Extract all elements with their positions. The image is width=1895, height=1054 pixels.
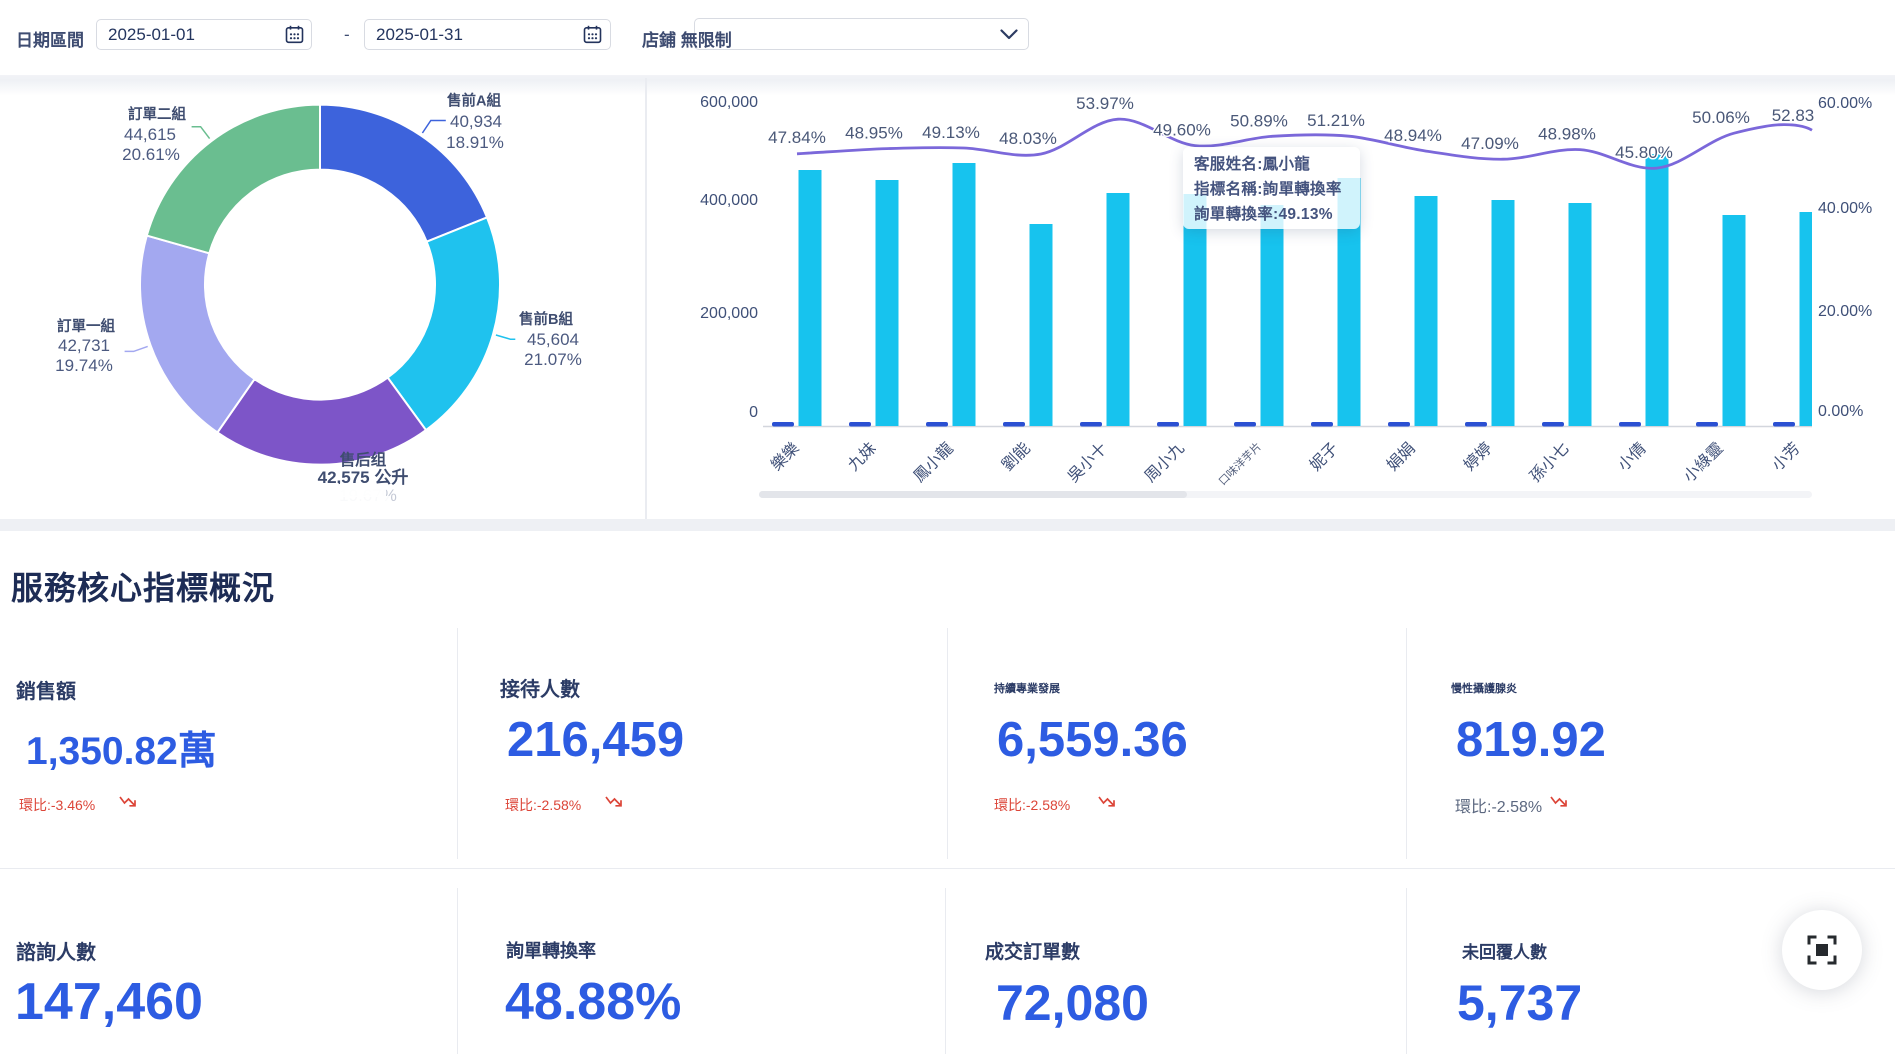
svg-text:50.89%: 50.89%: [1230, 111, 1288, 130]
svg-text:49.13%: 49.13%: [922, 123, 980, 142]
svg-text:劉能: 劉能: [998, 439, 1033, 474]
svg-text:九妹: 九妹: [844, 439, 879, 474]
svg-text:0: 0: [749, 404, 758, 421]
svg-text:樂樂: 樂樂: [767, 439, 802, 474]
svg-text:20.00%: 20.00%: [1818, 303, 1872, 320]
svg-text:48.03%: 48.03%: [999, 129, 1057, 148]
svg-text:周小九: 周小九: [1141, 439, 1188, 486]
svg-text:40.00%: 40.00%: [1818, 200, 1872, 217]
svg-text:52.83: 52.83: [1772, 106, 1815, 125]
svg-text:49.60%: 49.60%: [1153, 121, 1211, 140]
svg-text:婷婷: 婷婷: [1460, 439, 1495, 474]
svg-text:售前A組: 售前A組: [447, 92, 501, 110]
svg-text:400,000: 400,000: [700, 192, 758, 209]
svg-text:孫小七: 孫小七: [1526, 439, 1573, 486]
svg-text:42,731: 42,731: [58, 336, 110, 355]
svg-text:吳小十: 吳小十: [1064, 439, 1111, 486]
svg-text:60.00%: 60.00%: [1818, 95, 1872, 112]
svg-text:47.84%: 47.84%: [768, 128, 826, 147]
svg-text:售后组: 售后组: [340, 450, 387, 469]
svg-text:42,575 公升: 42,575 公升: [318, 468, 409, 487]
svg-text:53.97%: 53.97%: [1076, 94, 1134, 113]
svg-text:售前B組: 售前B組: [519, 310, 573, 328]
svg-text:45,604: 45,604: [527, 330, 579, 349]
svg-text:鳳小龍: 鳳小龍: [910, 439, 957, 486]
svg-text:600,000: 600,000: [700, 94, 758, 111]
svg-text:44,615: 44,615: [124, 125, 176, 144]
svg-text:48.95%: 48.95%: [845, 124, 903, 143]
svg-text:48.98%: 48.98%: [1538, 125, 1596, 144]
svg-text:45.80%: 45.80%: [1615, 143, 1673, 162]
svg-text:0.00%: 0.00%: [1818, 403, 1863, 420]
svg-text:娟娟: 娟娟: [1383, 439, 1418, 474]
svg-text:40,934: 40,934: [450, 112, 502, 131]
svg-text:21.07%: 21.07%: [524, 350, 582, 369]
svg-text:50.06%: 50.06%: [1692, 108, 1750, 127]
svg-text:18.91%: 18.91%: [446, 133, 504, 152]
svg-text:訂單二組: 訂單二組: [128, 105, 186, 123]
svg-text:妮子: 妮子: [1306, 439, 1341, 474]
svg-text:小綠靈: 小綠靈: [1680, 439, 1727, 486]
svg-text:19.74%: 19.74%: [55, 356, 113, 375]
svg-text:小倩: 小倩: [1614, 439, 1649, 474]
svg-text:48.94%: 48.94%: [1384, 126, 1442, 145]
svg-text:200,000: 200,000: [700, 305, 758, 322]
svg-text:訂單一組: 訂單一組: [57, 317, 115, 335]
svg-text:47.09%: 47.09%: [1461, 134, 1519, 153]
svg-text:小芳: 小芳: [1768, 439, 1803, 474]
svg-text:20.61%: 20.61%: [122, 145, 180, 164]
svg-text:51.21%: 51.21%: [1307, 111, 1365, 130]
